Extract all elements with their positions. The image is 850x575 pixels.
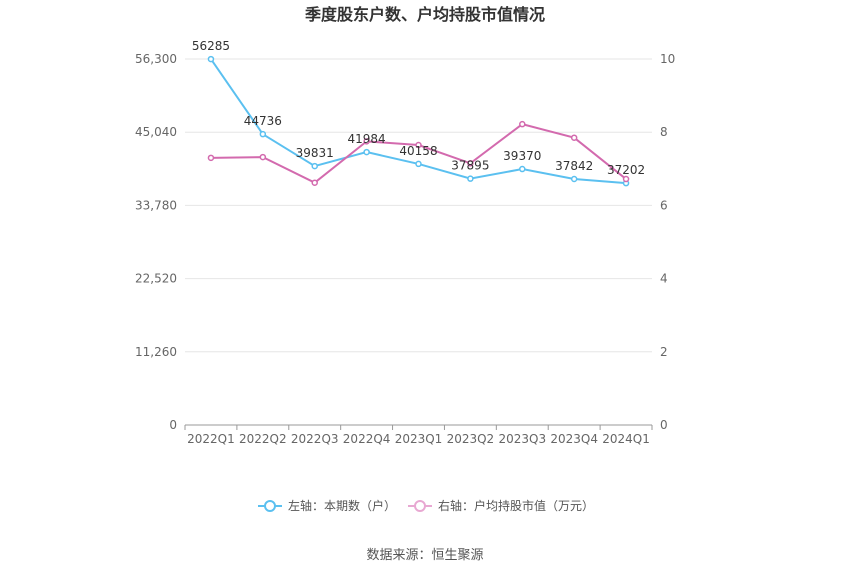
data-label: 37895 [451, 159, 489, 173]
series-1-point [415, 160, 422, 168]
data-label: 37842 [555, 159, 593, 173]
y-left-tick-label: 45,040 [135, 125, 177, 139]
data-label: 37202 [607, 163, 645, 177]
series-2-point [259, 153, 267, 161]
x-tick-label: 2022Q2 [239, 432, 287, 446]
data-label: 39370 [503, 149, 541, 163]
series-2-point [570, 134, 578, 141]
series-1-point [570, 175, 578, 183]
y-right-tick-label: 6 [660, 198, 668, 212]
grid [185, 58, 652, 353]
series-2-point [311, 179, 318, 186]
series-1-point [467, 175, 474, 182]
data-label: 56285 [192, 39, 230, 53]
series-1-point [311, 162, 318, 170]
y-axis-left: 0 11,260 22,520 33,780 45,040 56,300 [135, 52, 177, 432]
y-left-tick-label: 33,780 [135, 198, 177, 212]
series-1-point [259, 130, 267, 138]
y-left-tick-label: 56,300 [135, 52, 177, 66]
series-1-point [207, 55, 215, 63]
legend-label: 左轴：本期数（户） [288, 498, 396, 513]
x-tick-label: 2023Q1 [395, 432, 443, 446]
legend-swatch-marker [264, 500, 276, 512]
series-1-point [519, 165, 526, 173]
y-right-tick-label: 0 [660, 418, 668, 432]
y-left-tick-label: 22,520 [135, 272, 177, 286]
legend-label: 右轴：户均持股市值（万元） [438, 498, 594, 513]
legend[interactable]: 左轴：本期数（户） 右轴：户均持股市值（万元） [258, 498, 594, 513]
x-tick-label: 2022Q1 [187, 432, 235, 446]
data-label: 40158 [399, 144, 437, 158]
x-tick-label: 2022Q4 [343, 432, 391, 446]
x-tick-label: 2023Q2 [447, 432, 495, 446]
y-left-tick-label: 0 [169, 418, 177, 432]
series-2-point [519, 120, 526, 128]
y-right-tick-label: 8 [660, 125, 668, 139]
series-2-point [415, 141, 422, 149]
legend-swatch-marker [414, 500, 426, 512]
y-right-tick-label: 2 [660, 345, 668, 359]
y-right-tick-label: 10 [660, 52, 675, 66]
x-tick-label: 2023Q4 [550, 432, 598, 446]
x-tick-label: 2022Q3 [291, 432, 339, 446]
source-note: 数据来源：恒生聚源 [366, 548, 483, 563]
series-2-point [467, 160, 474, 167]
chart-title: 季度股东户数、户均持股市值情况 [304, 5, 545, 24]
y-axis-right: 0 2 4 6 8 10 [660, 52, 675, 432]
series-2-point [207, 154, 215, 162]
series-2-point [622, 175, 630, 183]
x-tick-label: 2023Q3 [498, 432, 546, 446]
x-axis: 2022Q1 2022Q2 2022Q3 2022Q4 2023Q1 2023Q2 2023… [184, 424, 653, 446]
y-left-tick-label: 11,260 [135, 345, 177, 359]
series-1-point [363, 148, 370, 156]
x-tick-label: 2024Q1 [602, 432, 650, 446]
y-right-tick-label: 4 [660, 272, 668, 286]
series-2-point [363, 138, 370, 145]
series-group: 56285 44736 39831 41984 40158 37895 39370 37842… [192, 39, 645, 187]
data-label: 44736 [244, 114, 282, 128]
data-label: 39831 [296, 146, 334, 160]
data-label: 41984 [348, 132, 386, 146]
